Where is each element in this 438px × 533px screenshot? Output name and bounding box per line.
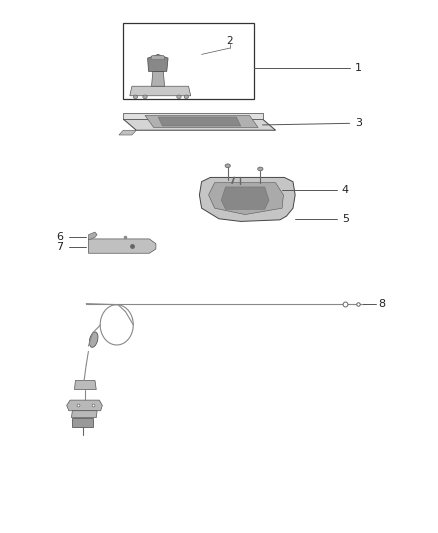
Polygon shape	[199, 177, 295, 221]
Ellipse shape	[133, 95, 138, 99]
Text: 6: 6	[57, 232, 64, 243]
Polygon shape	[74, 381, 96, 390]
Text: 2: 2	[226, 36, 233, 46]
Polygon shape	[208, 183, 283, 215]
Ellipse shape	[225, 164, 230, 167]
Text: 7: 7	[57, 243, 64, 253]
Text: 4: 4	[342, 184, 349, 195]
Polygon shape	[158, 117, 241, 126]
Text: 8: 8	[378, 298, 386, 309]
Ellipse shape	[143, 95, 147, 99]
Text: 3: 3	[355, 118, 362, 128]
Polygon shape	[123, 119, 276, 130]
Ellipse shape	[89, 332, 98, 348]
Polygon shape	[88, 239, 156, 253]
Polygon shape	[148, 54, 168, 71]
Polygon shape	[152, 71, 165, 86]
Polygon shape	[71, 411, 97, 418]
Text: 5: 5	[342, 214, 349, 224]
Ellipse shape	[258, 167, 263, 171]
Polygon shape	[123, 113, 262, 119]
Polygon shape	[119, 130, 136, 135]
Polygon shape	[221, 187, 269, 209]
Ellipse shape	[184, 95, 188, 99]
Polygon shape	[151, 55, 165, 60]
Text: 1: 1	[355, 63, 362, 72]
Ellipse shape	[177, 95, 181, 99]
Polygon shape	[130, 86, 191, 96]
Bar	[123, 22, 254, 100]
Polygon shape	[72, 418, 93, 426]
Polygon shape	[88, 232, 97, 240]
Polygon shape	[145, 115, 258, 127]
Polygon shape	[67, 400, 102, 411]
